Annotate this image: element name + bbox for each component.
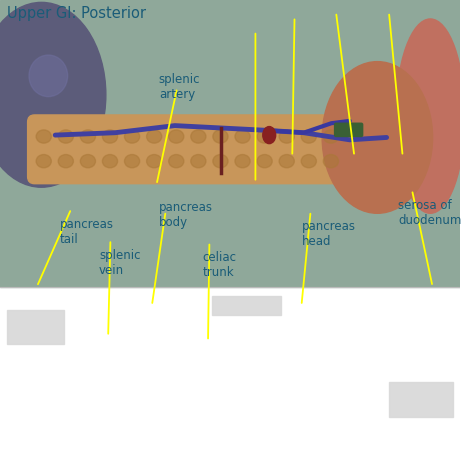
Text: Upper GI: Posterior: Upper GI: Posterior (7, 6, 146, 21)
Ellipse shape (29, 55, 68, 97)
Ellipse shape (58, 155, 73, 168)
Ellipse shape (102, 130, 118, 143)
Ellipse shape (257, 155, 272, 168)
Ellipse shape (301, 155, 317, 168)
Ellipse shape (146, 130, 162, 143)
Ellipse shape (191, 130, 206, 143)
Ellipse shape (257, 130, 272, 143)
Bar (389, 382, 453, 417)
Bar (0, 0, 460, 287)
Ellipse shape (322, 62, 433, 213)
Ellipse shape (102, 155, 118, 168)
Text: serosa of
duodenum: serosa of duodenum (398, 199, 462, 227)
Ellipse shape (58, 130, 73, 143)
Text: pancreas
head: pancreas head (301, 220, 356, 248)
Ellipse shape (235, 155, 250, 168)
Ellipse shape (80, 155, 95, 168)
Ellipse shape (279, 130, 294, 143)
Ellipse shape (80, 130, 95, 143)
Text: celiac
trunk: celiac trunk (202, 251, 237, 279)
Ellipse shape (301, 130, 317, 143)
Bar (7, 310, 64, 344)
FancyBboxPatch shape (335, 123, 363, 137)
Text: splenic
vein: splenic vein (99, 249, 140, 277)
Text: pancreas
tail: pancreas tail (60, 218, 114, 246)
Bar (212, 296, 281, 315)
Ellipse shape (213, 130, 228, 143)
Ellipse shape (146, 155, 162, 168)
Ellipse shape (323, 155, 338, 168)
Ellipse shape (169, 130, 184, 143)
Ellipse shape (169, 155, 184, 168)
Ellipse shape (323, 130, 338, 143)
Ellipse shape (279, 155, 294, 168)
Ellipse shape (396, 19, 465, 213)
Ellipse shape (36, 130, 51, 143)
Ellipse shape (213, 155, 228, 168)
Ellipse shape (191, 155, 206, 168)
Ellipse shape (235, 130, 250, 143)
Text: splenic
artery: splenic artery (159, 73, 201, 101)
Ellipse shape (125, 130, 140, 143)
Ellipse shape (125, 155, 140, 168)
Ellipse shape (263, 127, 276, 144)
Ellipse shape (36, 155, 51, 168)
Text: pancreas
body: pancreas body (159, 201, 213, 229)
FancyBboxPatch shape (27, 115, 373, 183)
Ellipse shape (0, 2, 106, 187)
